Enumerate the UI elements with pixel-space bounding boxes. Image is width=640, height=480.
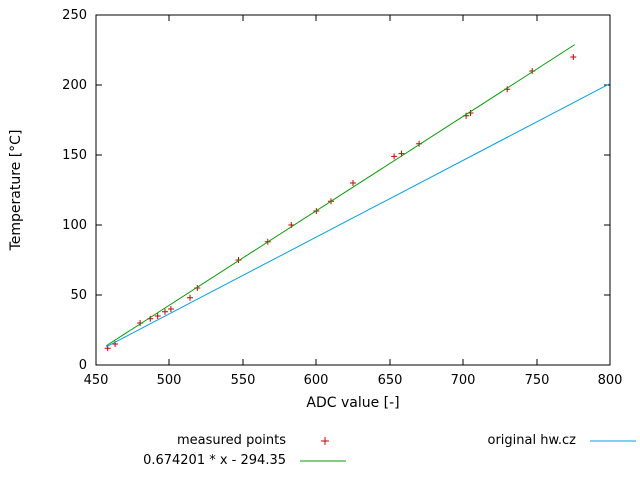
legend-entry-measured-points: measured points <box>177 433 346 448</box>
hwcz-line-sample-icon <box>590 440 636 441</box>
axis-tick-labels: 450 500 550 600 650 700 750 800 0 50 100 150 200 250 <box>62 8 622 388</box>
x-tick-label: 650 <box>378 373 403 388</box>
x-tick-label: 700 <box>451 373 476 388</box>
legend-entry-fit-line: 0.674201 * x - 294.35 <box>143 453 346 468</box>
temperature-vs-adc-chart: 450 500 550 600 650 700 750 800050100150200250 … <box>8 8 622 411</box>
y-tick-label: 250 <box>62 8 87 23</box>
axis-ticks <box>95 14 611 366</box>
x-tick-label: 550 <box>231 373 256 388</box>
plot-border <box>95 14 611 366</box>
y-axis-label: Temperature [°C] <box>8 130 24 252</box>
y-tick-label: 100 <box>62 218 87 233</box>
x-tick-label: 450 <box>84 373 109 388</box>
y-tick-label: 200 <box>62 78 87 93</box>
fit-line <box>106 44 576 347</box>
x-axis-label: ADC value [-] <box>306 395 399 411</box>
x-tick-label: 750 <box>525 373 550 388</box>
y-tick-label: 0 <box>79 358 87 373</box>
x-tick-label: 500 <box>157 373 182 388</box>
y-tick-label: 50 <box>70 288 87 303</box>
y-tick-label: 150 <box>62 148 87 163</box>
legend-label-measured-points: measured points <box>176 433 286 448</box>
data-series <box>104 44 611 352</box>
fit-line-sample-icon <box>300 460 346 461</box>
legend-label-original-hwcz: original hw.cz <box>487 433 576 448</box>
original-hwcz-line <box>106 83 611 348</box>
x-tick-label: 600 <box>304 373 329 388</box>
plus-marker-icon <box>321 436 329 445</box>
legend-label-fit-line: 0.674201 * x - 294.35 <box>143 453 286 468</box>
legend-entry-original-hwcz: original hw.cz <box>487 433 636 448</box>
x-tick-label: 800 <box>598 373 623 388</box>
measured-points <box>104 54 577 352</box>
